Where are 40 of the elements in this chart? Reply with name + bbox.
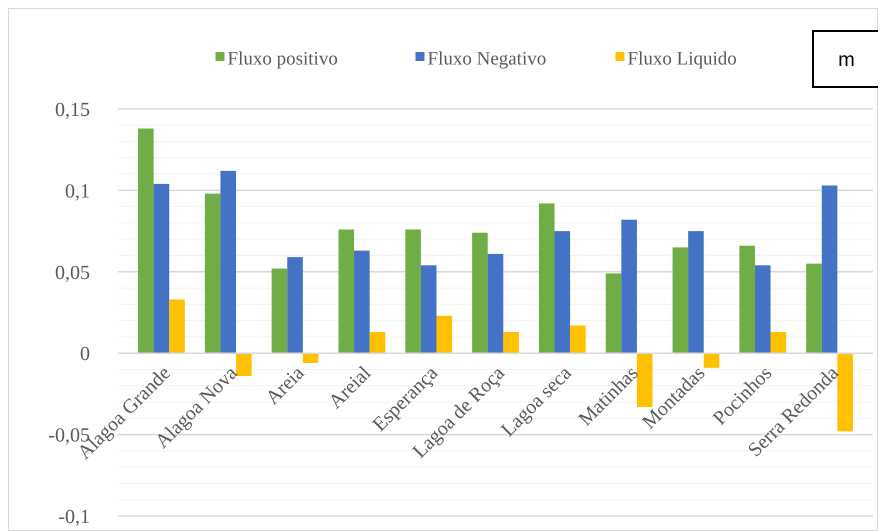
bar [688,231,704,354]
text: m [838,49,855,71]
bar [370,332,386,354]
bar [570,326,586,354]
bar [754,265,771,354]
legend-label: Fluxo Liquido [628,48,737,70]
bar [606,273,622,354]
bar [621,220,637,354]
bar [806,264,822,354]
bar [503,332,519,354]
bar [354,250,370,354]
bar [154,184,170,354]
y-tick-label: 0 [80,343,90,366]
bar [138,128,154,354]
bar [770,332,786,354]
bar [405,229,421,354]
bar [220,170,236,354]
bar [169,299,185,354]
bar [538,203,555,354]
bar [420,265,436,354]
bar [739,246,755,354]
bar [488,254,504,354]
y-tick-label: 0,05 [55,262,90,284]
bar [554,231,570,354]
bar [472,232,488,354]
bar [204,194,220,354]
legend-label: Fluxo positivo [228,48,338,70]
legend-label: Fluxo Negativo [428,48,546,70]
y-tick-label: 0,1 [65,180,90,202]
y-tick-label: 0,15 [55,99,90,121]
bar [822,186,838,354]
bar [436,316,452,354]
bar [236,353,252,376]
bar [672,247,688,354]
bar [338,229,354,354]
bar [704,353,720,368]
y-tick-label: -0,1 [58,506,90,528]
bar [287,257,303,354]
bar [272,268,288,354]
bar [302,353,318,363]
